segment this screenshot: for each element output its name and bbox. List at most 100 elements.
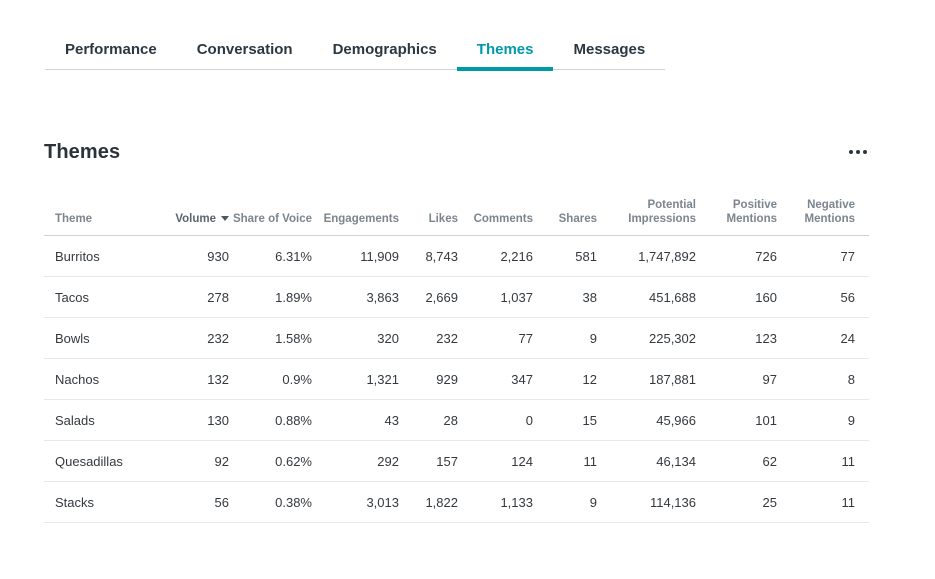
cell-potential-impressions: 187,881 [597,358,696,400]
table-row: Bowls 232 1.58% 320 232 77 9 225,302 123… [44,317,869,359]
cell-shares: 11 [533,440,597,482]
cell-share-of-voice: 0.38% [229,481,312,523]
cell-theme: Burritos [44,235,161,277]
cell-likes: 8,743 [399,235,458,277]
cell-engagements: 43 [312,399,399,441]
cell-share-of-voice: 1.58% [229,317,312,359]
cell-engagements: 3,013 [312,481,399,523]
cell-negative-mentions: 56 [777,276,869,318]
cell-positive-mentions: 101 [696,399,777,441]
cell-negative-mentions: 9 [777,399,869,441]
more-menu-button[interactable] [847,146,869,158]
cell-negative-mentions: 11 [777,481,869,523]
tab-messages[interactable]: Messages [573,41,646,58]
cell-volume: 278 [161,276,229,318]
table-row: Burritos 930 6.31% 11,909 8,743 2,216 58… [44,235,869,277]
tab-performance[interactable]: Performance [65,41,157,58]
cell-shares: 9 [533,317,597,359]
column-header-volume[interactable]: Volume [161,198,229,236]
themes-section: Themes Theme Volume Share of Voice Engag… [44,139,869,523]
column-header-likes[interactable]: Likes [399,198,458,236]
cell-theme: Tacos [44,276,161,318]
cell-comments: 124 [458,440,533,482]
cell-engagements: 320 [312,317,399,359]
cell-shares: 38 [533,276,597,318]
cell-theme: Stacks [44,481,161,523]
column-header-positive-mentions[interactable]: Positive Mentions [696,198,777,236]
tab-demographics[interactable]: Demographics [332,41,437,58]
cell-negative-mentions: 77 [777,235,869,277]
table-row: Salads 130 0.88% 43 28 0 15 45,966 101 9 [44,399,869,441]
cell-potential-impressions: 114,136 [597,481,696,523]
table-header-row: Theme Volume Share of Voice Engagements … [44,198,869,236]
cell-comments: 0 [458,399,533,441]
cell-volume: 92 [161,440,229,482]
cell-comments: 1,133 [458,481,533,523]
cell-comments: 2,216 [458,235,533,277]
column-header-potential-impressions[interactable]: Potential Impressions [597,198,696,236]
cell-theme: Quesadillas [44,440,161,482]
column-header-volume-label: Volume [175,213,216,225]
tab-themes[interactable]: Themes [456,30,554,71]
column-header-negative-mentions[interactable]: Negative Mentions [777,198,869,236]
cell-likes: 2,669 [399,276,458,318]
cell-share-of-voice: 0.9% [229,358,312,400]
page-title: Themes [44,140,121,163]
cell-volume: 132 [161,358,229,400]
tab-bar: Performance Conversation Demographics Th… [45,30,666,71]
column-header-engagements[interactable]: Engagements [312,198,399,236]
cell-share-of-voice: 0.88% [229,399,312,441]
sort-desc-icon [221,216,229,221]
cell-comments: 1,037 [458,276,533,318]
cell-volume: 232 [161,317,229,359]
table-row: Stacks 56 0.38% 3,013 1,822 1,133 9 114,… [44,481,869,523]
cell-positive-mentions: 97 [696,358,777,400]
cell-engagements: 292 [312,440,399,482]
themes-table: Theme Volume Share of Voice Engagements … [44,198,869,523]
column-header-theme[interactable]: Theme [44,198,161,236]
column-header-share-of-voice[interactable]: Share of Voice [229,198,312,236]
cell-potential-impressions: 45,966 [597,399,696,441]
tab-conversation[interactable]: Conversation [196,41,293,58]
cell-shares: 12 [533,358,597,400]
cell-positive-mentions: 726 [696,235,777,277]
cell-share-of-voice: 6.31% [229,235,312,277]
cell-share-of-voice: 1.89% [229,276,312,318]
cell-theme: Salads [44,399,161,441]
table-row: Quesadillas 92 0.62% 292 157 124 11 46,1… [44,440,869,482]
cell-likes: 232 [399,317,458,359]
cell-shares: 9 [533,481,597,523]
cell-potential-impressions: 451,688 [597,276,696,318]
cell-theme: Nachos [44,358,161,400]
cell-comments: 77 [458,317,533,359]
cell-negative-mentions: 11 [777,440,869,482]
cell-positive-mentions: 123 [696,317,777,359]
table-row: Tacos 278 1.89% 3,863 2,669 1,037 38 451… [44,276,869,318]
cell-positive-mentions: 25 [696,481,777,523]
cell-engagements: 1,321 [312,358,399,400]
cell-negative-mentions: 8 [777,358,869,400]
cell-potential-impressions: 225,302 [597,317,696,359]
cell-positive-mentions: 62 [696,440,777,482]
cell-potential-impressions: 1,747,892 [597,235,696,277]
cell-positive-mentions: 160 [696,276,777,318]
cell-likes: 28 [399,399,458,441]
cell-volume: 930 [161,235,229,277]
cell-negative-mentions: 24 [777,317,869,359]
cell-share-of-voice: 0.62% [229,440,312,482]
column-header-shares[interactable]: Shares [533,198,597,236]
cell-volume: 130 [161,399,229,441]
cell-shares: 15 [533,399,597,441]
cell-engagements: 3,863 [312,276,399,318]
cell-likes: 929 [399,358,458,400]
cell-theme: Bowls [44,317,161,359]
cell-likes: 1,822 [399,481,458,523]
cell-potential-impressions: 46,134 [597,440,696,482]
cell-engagements: 11,909 [312,235,399,277]
cell-shares: 581 [533,235,597,277]
cell-likes: 157 [399,440,458,482]
column-header-comments[interactable]: Comments [458,198,533,236]
cell-volume: 56 [161,481,229,523]
table-row: Nachos 132 0.9% 1,321 929 347 12 187,881… [44,358,869,400]
ellipsis-icon [849,150,867,154]
